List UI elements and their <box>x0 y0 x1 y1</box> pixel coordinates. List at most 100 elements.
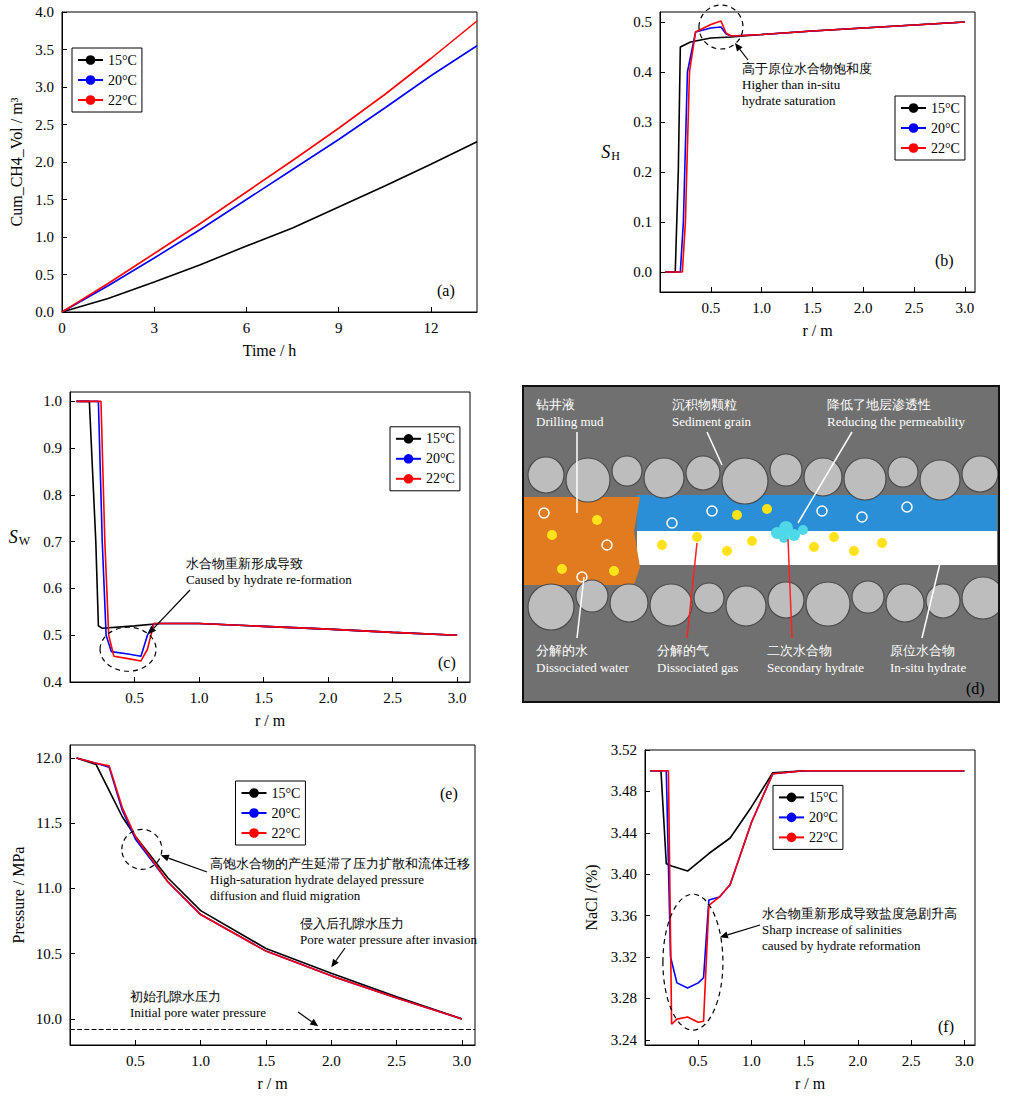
svg-text:22°C: 22°C <box>809 830 838 845</box>
svg-text:caused by hydrate reformation: caused by hydrate reformation <box>762 938 921 953</box>
svg-text:1.5: 1.5 <box>257 1053 276 1069</box>
svg-text:15°C: 15°C <box>426 431 455 446</box>
svg-text:0.5: 0.5 <box>701 300 720 316</box>
svg-text:0.4: 0.4 <box>43 674 62 690</box>
svg-text:12.0: 12.0 <box>36 750 62 766</box>
svg-text:0.5: 0.5 <box>35 267 54 283</box>
svg-text:2.0: 2.0 <box>849 1053 868 1069</box>
svg-text:3.0: 3.0 <box>453 1053 472 1069</box>
svg-text:3.36: 3.36 <box>611 908 638 924</box>
svg-text:20°C: 20°C <box>108 73 137 88</box>
svg-text:High-saturation hydrate delaye: High-saturation hydrate delayed pressure <box>210 872 424 887</box>
svg-text:Caused by hydrate re-formation: Caused by hydrate re-formation <box>186 572 352 587</box>
svg-text:3.48: 3.48 <box>611 783 637 799</box>
svg-text:Time / h: Time / h <box>243 342 297 359</box>
svg-text:r / m: r / m <box>802 322 833 339</box>
svg-text:Pore water pressure after inva: Pore water pressure after invasion <box>300 932 477 947</box>
svg-text:11.5: 11.5 <box>36 815 62 831</box>
svg-text:1.0: 1.0 <box>752 300 771 316</box>
svg-text:3.40: 3.40 <box>611 866 637 882</box>
svg-text:diffusion and fluid migration: diffusion and fluid migration <box>210 888 361 903</box>
svg-text:3: 3 <box>150 320 158 336</box>
svg-text:二次水合物: 二次水合物 <box>767 643 832 658</box>
svg-text:3.32: 3.32 <box>611 949 637 965</box>
svg-text:3.24: 3.24 <box>611 1032 638 1048</box>
svg-text:15°C: 15°C <box>272 786 301 801</box>
svg-text:0.0: 0.0 <box>633 264 652 280</box>
svg-text:In-situ hydrate: In-situ hydrate <box>890 660 966 675</box>
svg-text:水合物重新形成导致盐度急剧升高: 水合物重新形成导致盐度急剧升高 <box>762 906 957 921</box>
svg-text:1.5: 1.5 <box>35 192 54 208</box>
svg-text:11.0: 11.0 <box>36 880 62 896</box>
svg-text:2.5: 2.5 <box>387 1053 406 1069</box>
svg-text:15°C: 15°C <box>931 101 960 116</box>
svg-text:15°C: 15°C <box>809 790 838 805</box>
svg-text:3.0: 3.0 <box>35 79 54 95</box>
svg-text:22°C: 22°C <box>931 141 960 156</box>
svg-text:(b): (b) <box>935 252 954 270</box>
svg-text:hydrate saturation: hydrate saturation <box>742 93 836 108</box>
svg-text:2.5: 2.5 <box>902 1053 921 1069</box>
svg-text:0.1: 0.1 <box>633 214 652 230</box>
svg-text:2.5: 2.5 <box>383 690 402 706</box>
svg-text:6: 6 <box>243 320 251 336</box>
svg-text:r / m: r / m <box>255 712 286 729</box>
svg-text:W: W <box>19 534 31 548</box>
svg-text:0.5: 0.5 <box>633 14 652 30</box>
svg-text:Reducing the permeability: Reducing the permeability <box>827 414 965 429</box>
svg-text:22°C: 22°C <box>272 826 301 841</box>
svg-text:20°C: 20°C <box>426 451 455 466</box>
svg-text:0.3: 0.3 <box>633 114 652 130</box>
svg-text:1.0: 1.0 <box>190 690 209 706</box>
svg-text:0.7: 0.7 <box>43 534 62 550</box>
svg-text:0.5: 0.5 <box>126 1053 145 1069</box>
svg-text:Dissociated water: Dissociated water <box>536 660 629 675</box>
svg-text:3.44: 3.44 <box>611 825 638 841</box>
svg-text:水合物重新形成导致: 水合物重新形成导致 <box>186 556 303 571</box>
svg-text:20°C: 20°C <box>931 121 960 136</box>
svg-text:2.5: 2.5 <box>35 117 54 133</box>
svg-text:0.9: 0.9 <box>43 440 62 456</box>
svg-text:(d): (d) <box>966 680 985 698</box>
svg-text:S: S <box>9 527 18 547</box>
svg-text:2.0: 2.0 <box>854 300 873 316</box>
svg-text:Secondary hydrate: Secondary hydrate <box>767 660 864 675</box>
svg-text:20°C: 20°C <box>272 806 301 821</box>
svg-text:4.0: 4.0 <box>35 4 54 20</box>
svg-text:2.0: 2.0 <box>35 154 54 170</box>
svg-text:Higher than in-situ: Higher than in-situ <box>742 77 841 92</box>
svg-text:0.4: 0.4 <box>633 64 652 80</box>
svg-text:2.0: 2.0 <box>322 1053 341 1069</box>
svg-text:1.0: 1.0 <box>191 1053 210 1069</box>
svg-text:1.0: 1.0 <box>43 393 62 409</box>
svg-text:0.8: 0.8 <box>43 487 62 503</box>
svg-text:(f): (f) <box>938 1018 954 1036</box>
svg-text:22°C: 22°C <box>426 471 455 486</box>
svg-text:10.0: 10.0 <box>36 1011 62 1027</box>
svg-text:1.5: 1.5 <box>803 300 822 316</box>
svg-text:沉积物颗粒: 沉积物颗粒 <box>672 397 737 412</box>
svg-text:分解的水: 分解的水 <box>536 643 588 658</box>
svg-text:原位水合物: 原位水合物 <box>890 643 955 658</box>
svg-text:3.0: 3.0 <box>955 1053 974 1069</box>
svg-text:S: S <box>601 142 610 162</box>
svg-text:Sediment grain: Sediment grain <box>672 414 752 429</box>
svg-text:0.5: 0.5 <box>125 690 144 706</box>
svg-text:0.0: 0.0 <box>35 304 54 320</box>
svg-text:Initial pore water pressure: Initial pore water pressure <box>130 1005 266 1020</box>
svg-text:0.5: 0.5 <box>43 627 62 643</box>
svg-text:Sharp increase of salinities: Sharp increase of salinities <box>762 922 902 937</box>
svg-text:15°C: 15°C <box>108 53 137 68</box>
svg-text:高于原位水合物饱和度: 高于原位水合物饱和度 <box>742 61 872 76</box>
svg-text:Pressure / MPa: Pressure / MPa <box>10 847 27 944</box>
svg-text:20°C: 20°C <box>809 810 838 825</box>
svg-text:1.5: 1.5 <box>254 690 273 706</box>
svg-text:3.28: 3.28 <box>611 990 637 1006</box>
svg-text:3.5: 3.5 <box>35 42 54 58</box>
svg-text:高饱水合物的产生延滞了压力扩散和流体迁移: 高饱水合物的产生延滞了压力扩散和流体迁移 <box>210 856 470 871</box>
svg-text:2.5: 2.5 <box>905 300 924 316</box>
svg-text:降低了地层渗透性: 降低了地层渗透性 <box>827 397 931 412</box>
svg-text:NaCl /(%): NaCl /(%) <box>583 864 601 930</box>
svg-text:22°C: 22°C <box>108 93 137 108</box>
svg-text:0.6: 0.6 <box>43 580 62 596</box>
